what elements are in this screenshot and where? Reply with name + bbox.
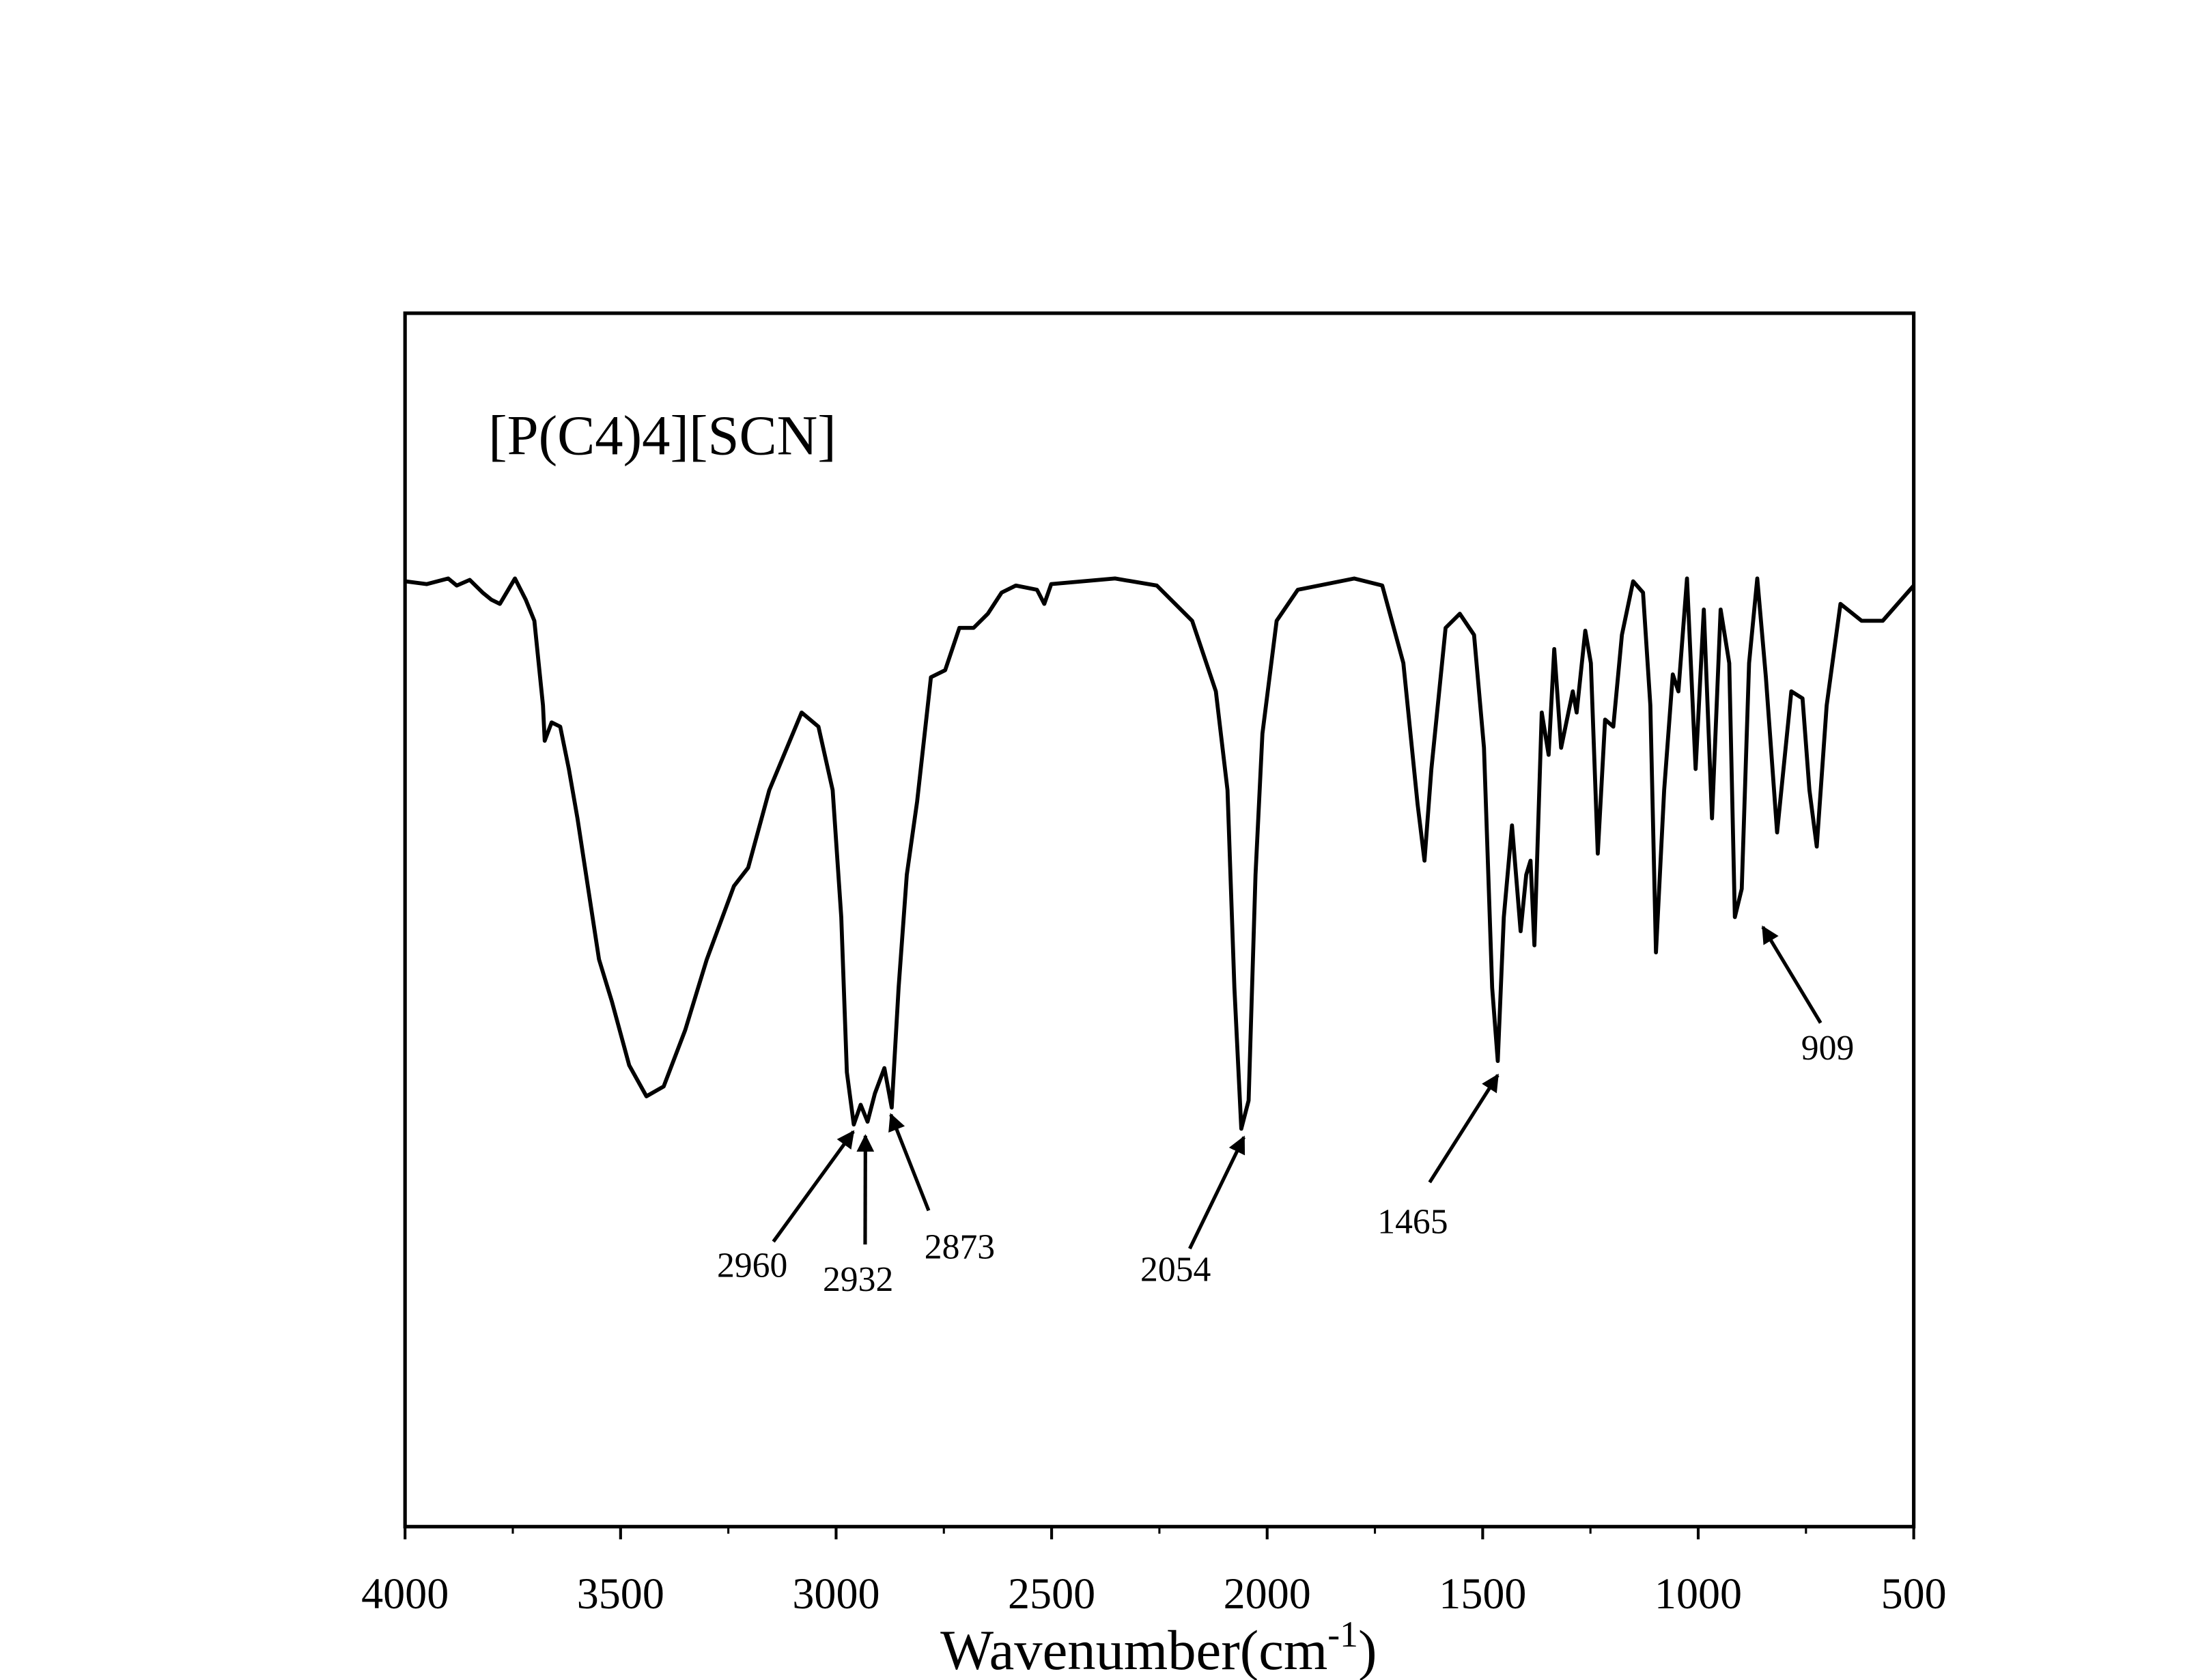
x-tick-label: 1500 xyxy=(1439,1569,1526,1618)
x-axis-label-end: ) xyxy=(1358,1619,1377,1680)
x-axis-label: Wavenumber(cm-1) xyxy=(940,1614,1377,1680)
annotation-arrow xyxy=(1188,1135,1245,1250)
spectrum-line xyxy=(404,576,1915,1131)
x-tick-label: 3000 xyxy=(792,1569,879,1618)
annotation-label: 2932 xyxy=(823,1260,893,1299)
annotation-label: 2873 xyxy=(925,1228,995,1267)
annotation-label: 909 xyxy=(1801,1029,1854,1068)
x-tick-label: 500 xyxy=(1881,1569,1947,1618)
x-tick-label: 1000 xyxy=(1655,1569,1742,1618)
x-tick-label: 2000 xyxy=(1224,1569,1311,1618)
annotation-label: 2054 xyxy=(1140,1251,1211,1290)
annotation-arrow xyxy=(888,1113,931,1212)
x-tick-label: 3500 xyxy=(577,1569,664,1618)
annotation-arrow xyxy=(1428,1073,1500,1184)
x-axis-label-main: Wavenumber(cm xyxy=(940,1619,1327,1680)
annotation-arrow xyxy=(772,1130,855,1243)
annotation-label: 1465 xyxy=(1377,1202,1448,1241)
annotation-arrow xyxy=(1761,925,1822,1024)
x-axis-label-sup: -1 xyxy=(1327,1614,1358,1655)
plot-frame xyxy=(403,311,1916,1528)
x-tick-label: 2500 xyxy=(1008,1569,1095,1618)
chart-title: [P(C4)4][SCN] xyxy=(488,404,836,467)
x-tick-label: 4000 xyxy=(361,1569,449,1618)
annotation-label: 2960 xyxy=(717,1247,787,1285)
